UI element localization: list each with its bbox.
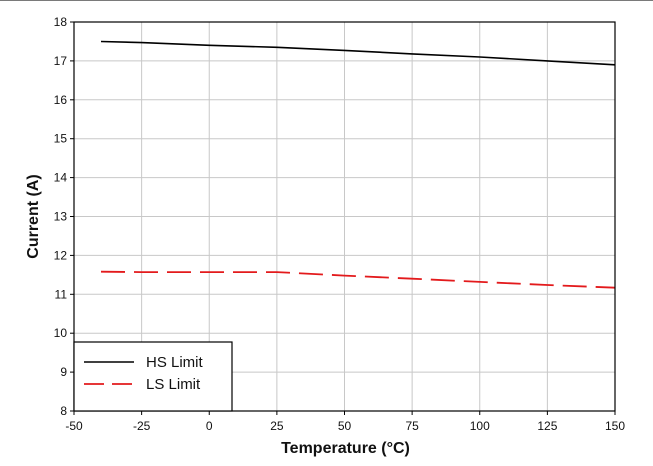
- y-tick-label: 12: [54, 248, 68, 262]
- x-tick-label: -50: [65, 419, 83, 433]
- y-tick-label: 17: [54, 54, 68, 68]
- plot-frame: [73, 21, 616, 412]
- x-tick-label: -25: [133, 419, 151, 433]
- series-lines: [100, 40, 616, 289]
- top-rule: [0, 0, 653, 1]
- x-tick-label: 150: [605, 419, 625, 433]
- legend-label-ls-limit: LS Limit: [146, 376, 201, 393]
- legend: HS Limit LS Limit: [73, 341, 233, 412]
- y-tick-label: 15: [54, 132, 68, 146]
- y-tick-label: 14: [54, 171, 68, 185]
- x-tick-label: 25: [270, 419, 284, 433]
- series-line-ls-limit: [100, 270, 616, 289]
- x-tick-label: 75: [405, 419, 419, 433]
- legend-box: [73, 341, 233, 412]
- x-tick-label: 50: [338, 419, 352, 433]
- y-tick-label: 11: [55, 287, 68, 301]
- y-axis-ticks: 8 9 10 11 12 13 14 15 16 17 18: [54, 15, 74, 418]
- y-tick-label: 18: [54, 15, 68, 29]
- y-tick-label: 9: [60, 365, 67, 379]
- x-tick-label: 100: [470, 419, 490, 433]
- y-tick-label: 8: [60, 404, 67, 418]
- y-tick-label: 10: [54, 326, 68, 340]
- y-tick-label: 16: [54, 93, 68, 107]
- y-axis-title: Current (A): [25, 174, 42, 258]
- x-axis-title: Temperature (°C): [281, 440, 410, 457]
- y-tick-label: 13: [54, 210, 68, 224]
- x-axis-ticks: -50 -25 0 25 50 75 100 125 150: [65, 411, 625, 433]
- legend-label-hs-limit: HS Limit: [146, 354, 204, 371]
- x-tick-label: 0: [206, 419, 213, 433]
- series-line-hs-limit: [100, 40, 616, 66]
- x-tick-label: 125: [537, 419, 557, 433]
